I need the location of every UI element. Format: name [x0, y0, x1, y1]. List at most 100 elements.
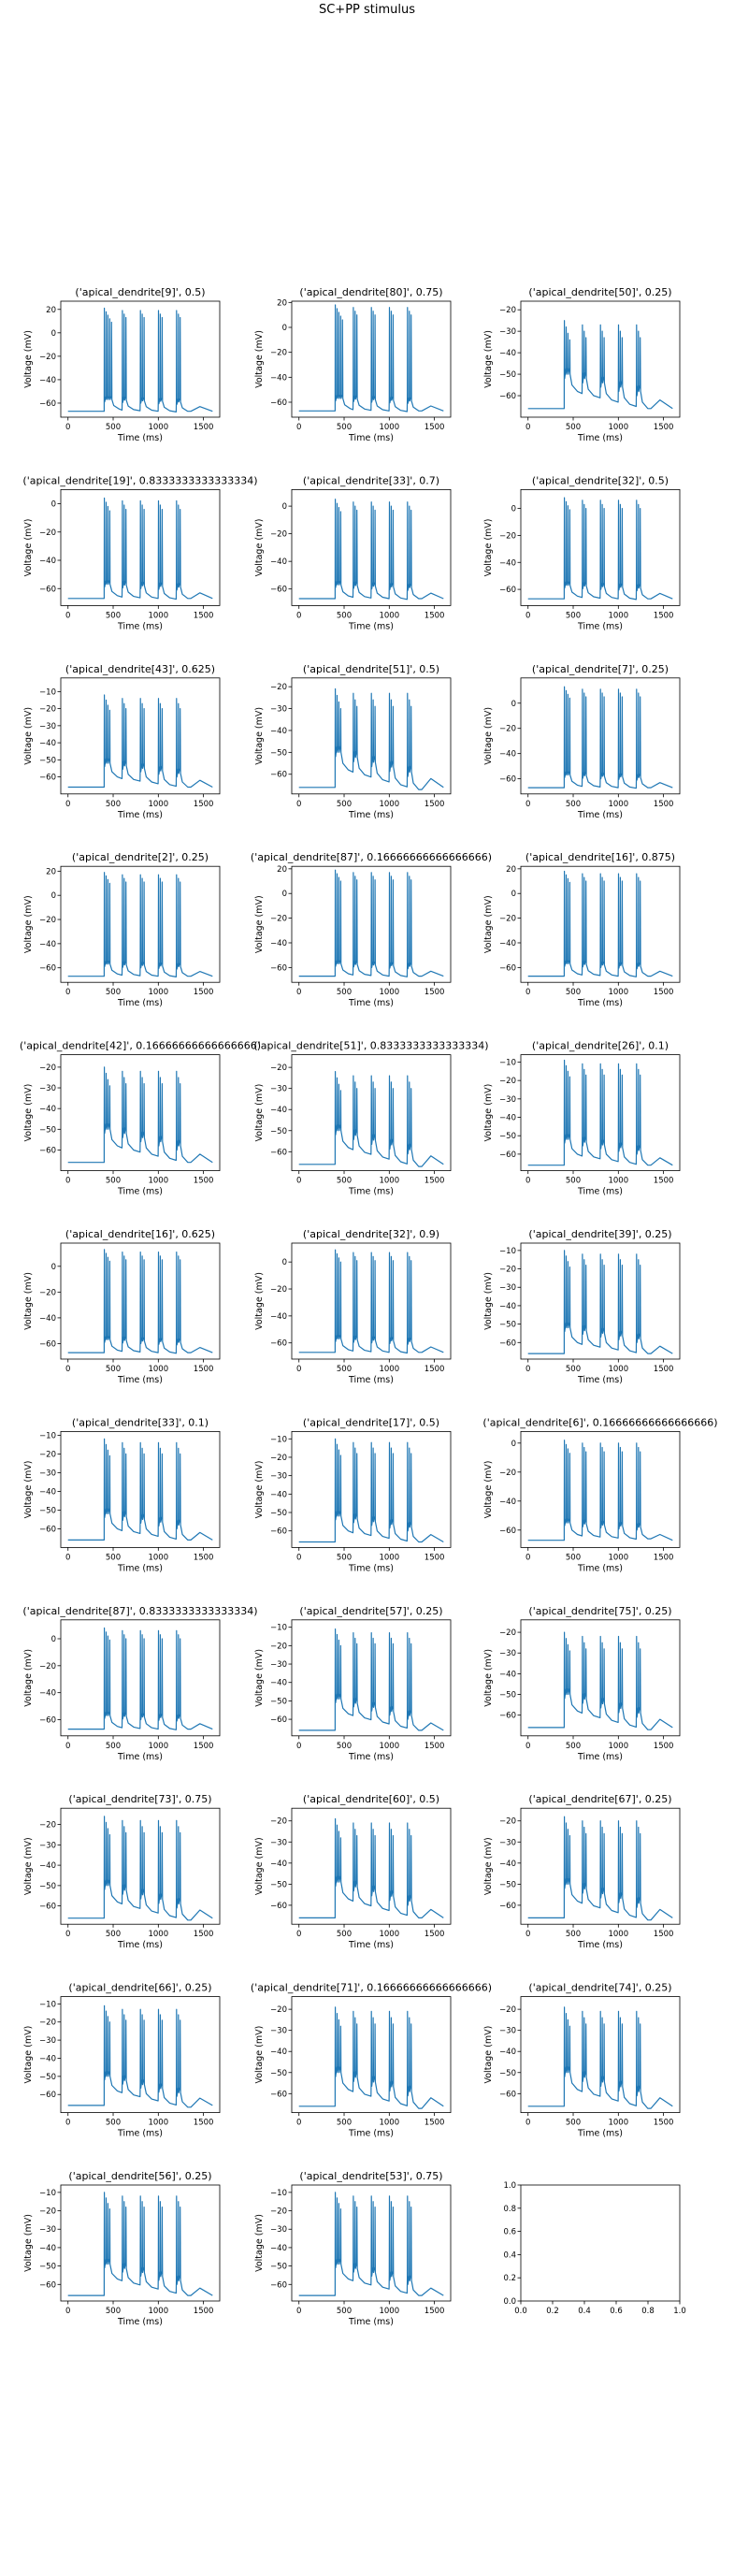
x-tick-label: 0	[296, 423, 301, 432]
x-axis-label: Time (ms)	[577, 433, 623, 443]
y-tick-label: −60	[270, 2280, 287, 2290]
x-tick-label: 1500	[654, 800, 674, 809]
subplot: ('apical_dendrite[26]', 0.1) 0 500 1000 1500…	[483, 1040, 681, 1197]
axes-frame	[291, 1054, 452, 1171]
x-tick-label: 500	[337, 2119, 352, 2128]
x-axis-label: Time (ms)	[577, 1187, 623, 1197]
y-tick-label: −40	[270, 939, 287, 948]
x-tick-label: 500	[106, 1742, 121, 1751]
x-tick-label: 1500	[425, 988, 445, 997]
y-tick-label: −20	[39, 705, 56, 715]
y-tick-label: 0.8	[503, 2205, 516, 2214]
x-tick-label: 0	[525, 800, 530, 809]
y-tick-label: 0	[511, 1440, 516, 1449]
y-tick-label: 0	[51, 329, 56, 339]
x-tick-label: 1000	[148, 1365, 168, 1374]
x-axis-label: Time (ms)	[348, 1752, 394, 1762]
voltage-trace	[527, 497, 673, 601]
y-axis-label: Voltage (mV)	[23, 518, 34, 576]
x-axis-label: Time (ms)	[348, 998, 394, 1008]
subplot: ('apical_dendrite[39]', 0.25) 0 500 1000 150…	[483, 1228, 681, 1385]
x-tick-label: 1000	[148, 423, 168, 432]
x-axis-label: Time (ms)	[577, 621, 623, 631]
y-tick-label: −60	[270, 1715, 287, 1725]
x-axis-label: Time (ms)	[117, 1752, 163, 1762]
y-tick-label: −50	[270, 2263, 287, 2272]
x-axis-label: Time (ms)	[348, 1187, 394, 1197]
x-tick-label: 1000	[148, 2307, 168, 2316]
voltage-trace	[527, 2006, 673, 2109]
y-tick-label: −20	[499, 1817, 516, 1827]
x-tick-label: 1500	[194, 800, 214, 809]
y-tick-label: −20	[499, 1077, 516, 1086]
voltage-trace	[298, 1628, 444, 1731]
x-tick-label: 1000	[608, 988, 628, 997]
y-tick-label: −20	[499, 2005, 516, 2015]
x-tick-label: 1500	[194, 611, 214, 620]
y-tick-label: −50	[499, 1880, 516, 1889]
x-tick-label: 500	[106, 1553, 121, 1562]
x-tick-label: 0	[296, 1930, 301, 1939]
y-axis-label: Voltage (mV)	[254, 1084, 265, 1142]
voltage-trace	[298, 1817, 444, 1918]
y-tick-label: −50	[39, 2073, 56, 2082]
y-tick-label: −20	[270, 1817, 287, 1827]
y-tick-label: −30	[270, 1085, 287, 1094]
y-axis-label: Voltage (mV)	[254, 707, 265, 765]
subplot: ('apical_dendrite[66]', 0.25) 0 500 1000 150…	[23, 1982, 221, 2139]
subplot-title: ('apical_dendrite[33]', 0.1)	[72, 1416, 209, 1428]
axes-frame	[520, 1054, 681, 1171]
x-axis-label: Time (ms)	[577, 998, 623, 1008]
x-axis-label: Time (ms)	[577, 1940, 623, 1950]
x-tick-label: 0	[65, 2119, 70, 2128]
y-tick-label: −60	[39, 1903, 56, 1912]
x-tick-label: 1000	[608, 423, 628, 432]
x-tick-label: 0.6	[610, 2307, 623, 2316]
y-tick-label: −50	[39, 756, 56, 765]
y-axis-label: Voltage (mV)	[23, 895, 34, 953]
y-tick-label: −10	[39, 1431, 56, 1440]
y-tick-label: −40	[270, 557, 287, 567]
y-tick-label: −30	[499, 1838, 516, 1847]
x-tick-label: 500	[106, 988, 121, 997]
y-axis-label: Voltage (mV)	[483, 895, 494, 953]
y-axis-label: Voltage (mV)	[23, 1084, 34, 1142]
y-tick-label: −50	[499, 1321, 516, 1330]
y-axis-label: Voltage (mV)	[23, 1649, 34, 1707]
y-axis-label: Voltage (mV)	[483, 1272, 494, 1330]
x-tick-label: 500	[337, 1553, 352, 1562]
y-tick-label: −20	[39, 2019, 56, 2028]
y-tick-label: −10	[270, 1435, 287, 1444]
axes-frame	[60, 2184, 221, 2302]
y-tick-label: −40	[39, 2244, 56, 2253]
subplot-title: ('apical_dendrite[2]', 0.25)	[72, 851, 209, 863]
subplot: ('apical_dendrite[50]', 0.25) 0 500 1000 150…	[483, 286, 681, 443]
y-tick-label: −20	[39, 916, 56, 925]
y-tick-label: −40	[499, 1670, 516, 1679]
x-axis-label: Time (ms)	[117, 810, 163, 820]
y-tick-label: −40	[499, 1114, 516, 1123]
y-tick-label: −30	[270, 1472, 287, 1482]
y-tick-label: 1.0	[503, 2181, 516, 2191]
subplot: ('apical_dendrite[74]', 0.25) 0 500 1000 150…	[483, 1982, 681, 2139]
subplot: ('apical_dendrite[51]', 0.83333333333333…	[253, 1040, 488, 1197]
y-tick-label: −40	[39, 1487, 56, 1497]
y-tick-label: −20	[270, 2207, 287, 2217]
y-tick-label: −10	[39, 687, 56, 697]
subplot-title: ('apical_dendrite[53]', 0.75)	[299, 2170, 442, 2182]
y-tick-label: −60	[499, 392, 516, 401]
y-tick-label: −60	[270, 963, 287, 973]
x-axis-label: Time (ms)	[348, 1940, 394, 1950]
subplot-title: ('apical_dendrite[87]', 0.83333333333333…	[22, 1605, 257, 1617]
x-tick-label: 1000	[379, 1930, 399, 1939]
x-tick-label: 1000	[379, 611, 399, 620]
voltage-trace	[67, 1066, 213, 1164]
x-tick-label: 1500	[425, 1553, 445, 1562]
y-tick-label: −20	[499, 531, 516, 541]
subplot-title: ('apical_dendrite[56]', 0.25)	[68, 2170, 211, 2182]
subplot-title: ('apical_dendrite[32]', 0.9)	[303, 1228, 439, 1240]
x-tick-label: 500	[106, 1365, 121, 1374]
x-tick-label: 1000	[608, 1365, 628, 1374]
x-tick-label: 1500	[425, 800, 445, 809]
subplot-title: ('apical_dendrite[9]', 0.5)	[75, 286, 205, 298]
